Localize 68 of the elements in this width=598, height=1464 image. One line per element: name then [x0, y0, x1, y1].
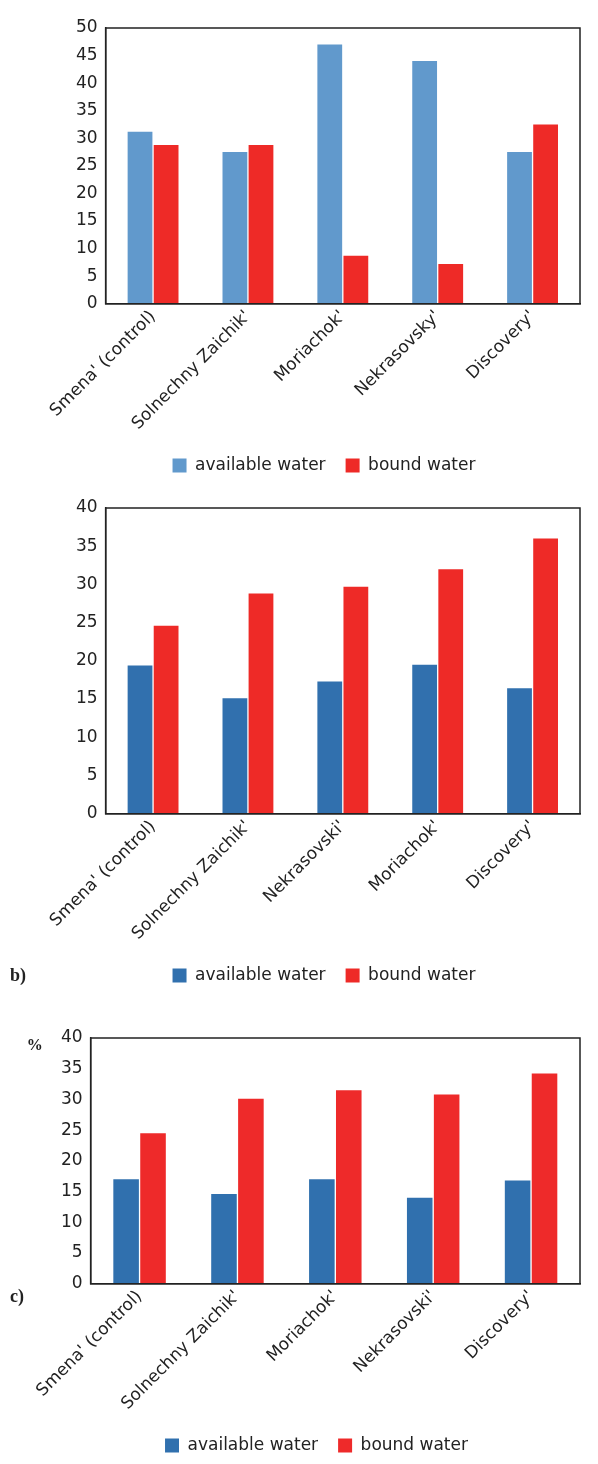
- text: b): [10, 964, 27, 986]
- y-tick-label: 25: [75, 154, 98, 175]
- y-tick-label: 40: [60, 1026, 83, 1047]
- bar: [309, 1179, 335, 1284]
- y-tick-label: 10: [75, 236, 98, 257]
- bar: [153, 144, 179, 304]
- y-tick-label: 0: [86, 802, 98, 823]
- bar: [412, 664, 438, 814]
- y-tick-label: 30: [60, 1087, 83, 1108]
- bar: [433, 1094, 460, 1284]
- y-tick-label: 30: [75, 572, 98, 593]
- y-tick-label: 15: [60, 1179, 83, 1200]
- bar: [248, 144, 274, 304]
- y-tick-label: 0: [71, 1272, 83, 1293]
- bar: [317, 681, 343, 814]
- y-tick-label: 40: [75, 496, 98, 517]
- bar: [127, 131, 153, 304]
- bar: [222, 698, 248, 814]
- y-tick-label: 5: [86, 264, 98, 285]
- bar: [438, 263, 464, 304]
- bar: [211, 1194, 237, 1284]
- y-tick-label: 50: [75, 16, 98, 37]
- y-tick-label: 20: [60, 1149, 83, 1170]
- y-tick-label: 15: [75, 209, 98, 230]
- legend-label: available water: [195, 453, 326, 474]
- y-tick-label: 35: [60, 1057, 83, 1078]
- bar: [438, 569, 464, 814]
- legend-label: bound water: [360, 1433, 468, 1454]
- y-tick-label: 15: [75, 687, 98, 708]
- y-tick-label: 5: [71, 1241, 83, 1262]
- legend-label: bound water: [368, 453, 476, 474]
- bar: [248, 593, 274, 814]
- y-tick-label: 35: [75, 534, 98, 555]
- bar: [412, 61, 438, 304]
- bar: [127, 665, 153, 814]
- legend-label: bound water: [368, 963, 476, 984]
- bar: [533, 124, 558, 304]
- bar: [222, 152, 248, 304]
- y-tick-label: 20: [75, 649, 98, 670]
- bar: [507, 152, 532, 304]
- bar: [507, 688, 532, 814]
- bar: [504, 1180, 531, 1284]
- bar: [343, 586, 369, 814]
- y-tick-label: 25: [60, 1118, 83, 1139]
- bar: [531, 1073, 558, 1284]
- y-tick-label: 5: [86, 763, 98, 784]
- y-tick-label: 45: [75, 43, 98, 64]
- y-tick-label: 35: [75, 99, 98, 120]
- y-tick-label: 25: [75, 611, 98, 632]
- y-tick-label: 30: [75, 126, 98, 147]
- bar: [238, 1098, 264, 1284]
- bar: [406, 1197, 433, 1284]
- y-tick-label: 10: [75, 725, 98, 746]
- legend-label: available water: [187, 1433, 319, 1454]
- text: c): [10, 1286, 24, 1308]
- legend-label: available water: [195, 963, 326, 984]
- bar: [335, 1090, 362, 1284]
- bar: [153, 625, 179, 814]
- bar: [113, 1179, 139, 1284]
- y-tick-label: 40: [75, 71, 98, 92]
- bar: [343, 255, 369, 304]
- y-tick-label: 20: [75, 181, 98, 202]
- bar: [533, 538, 558, 814]
- bar: [140, 1133, 166, 1284]
- y-axis-title: %: [26, 1036, 43, 1054]
- bar: [317, 44, 343, 304]
- y-tick-label: 10: [60, 1210, 83, 1231]
- y-tick-label: 0: [86, 292, 98, 313]
